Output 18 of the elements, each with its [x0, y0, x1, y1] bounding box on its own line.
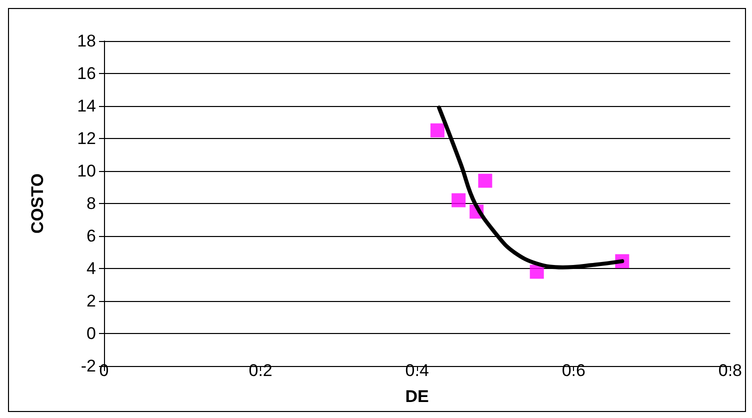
y-tick-label: -2 — [80, 356, 96, 376]
y-tick-label: 0 — [86, 324, 96, 343]
point — [452, 193, 466, 208]
y-axis-title: COSTO — [28, 173, 47, 234]
x-axis-title: DE — [405, 387, 429, 406]
y-tick-label: 12 — [77, 129, 96, 148]
y-tick-label: 8 — [86, 194, 96, 213]
y-tick-label: 2 — [86, 292, 96, 310]
y-tick-label: 10 — [77, 162, 96, 180]
point — [530, 264, 544, 279]
y-tick-label: 14 — [77, 96, 96, 116]
x-tick-label: 0.8 — [718, 361, 742, 380]
point — [430, 123, 444, 138]
y-tick-label: 6 — [86, 226, 96, 246]
point — [478, 174, 492, 188]
y-tick-label: 4 — [86, 259, 96, 278]
y-tick-label: 18 — [77, 32, 96, 50]
y-tick-label: 16 — [77, 64, 96, 83]
